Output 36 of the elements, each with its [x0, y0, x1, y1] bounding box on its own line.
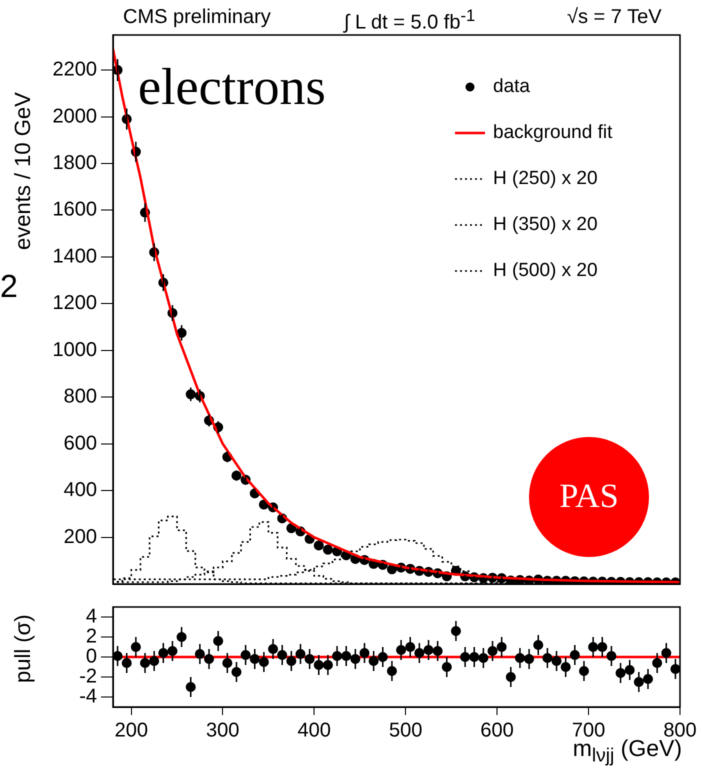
- y-tick-label: 2000: [52, 105, 97, 128]
- y-axis-title: events / 10 GeV: [10, 92, 36, 250]
- round-badge: PAS: [529, 437, 649, 557]
- x-tick-label: 500: [388, 720, 422, 742]
- y-tick-label: 600: [64, 432, 97, 454]
- y-axis-title: pull (σ): [10, 614, 36, 683]
- text: 2: [0, 268, 18, 305]
- y-tick-label: 2: [86, 626, 97, 648]
- y-tick-label: 4: [86, 606, 97, 628]
- y-tick-label: 800: [64, 386, 97, 408]
- legend-label: H (350) x 20: [493, 214, 598, 236]
- y-tick-label: 0: [86, 646, 97, 668]
- x-tick-label: 700: [572, 720, 606, 742]
- text: ∫ L dt = 5.0 fb$^{-1}$: [344, 6, 476, 35]
- y-tick-label: 200: [64, 526, 97, 548]
- y-tick-label: 400: [64, 479, 97, 502]
- y-tick-label: 1000: [52, 338, 97, 361]
- legend-label: H (500) x 20: [493, 260, 598, 282]
- y-tick-label: 2200: [52, 58, 97, 81]
- legend-label: background fit: [493, 122, 614, 144]
- legend-label: H (250) x 20: [493, 168, 598, 190]
- y-tick-label: -4: [79, 686, 97, 708]
- annotation: PAS: [559, 478, 619, 516]
- text: √s = 7 TeV: [567, 6, 662, 29]
- y-tick-label: 1200: [52, 292, 97, 314]
- x-tick-label: 200: [114, 720, 148, 742]
- x-tick-label: 600: [480, 720, 514, 742]
- legend-label: data: [493, 76, 530, 98]
- x-tick-label: 400: [298, 720, 331, 742]
- chart-title: CMS preliminary: [123, 6, 271, 29]
- x-tick-label: 300: [206, 720, 240, 742]
- annotation: electrons: [138, 58, 326, 117]
- y-tick-label: 1600: [52, 198, 97, 221]
- y-tick-label: -2: [79, 666, 97, 688]
- y-tick-label: 1400: [52, 245, 97, 268]
- y-tick-label: 1800: [52, 152, 97, 174]
